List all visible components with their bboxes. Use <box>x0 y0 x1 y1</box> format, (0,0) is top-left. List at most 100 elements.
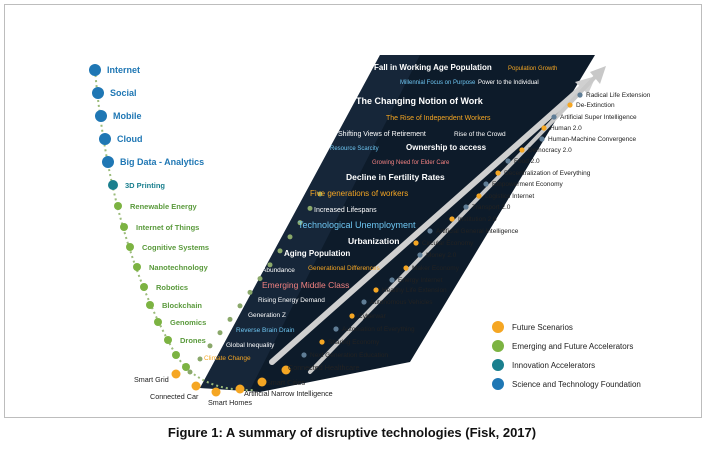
left-curve-label: Mobile <box>113 111 142 121</box>
trend-label: Increased Lifespans <box>314 207 377 214</box>
trend-label: Aging Population <box>284 249 350 258</box>
legend-label: Emerging and Future Accelerators <box>512 342 633 351</box>
right-curve-label: De-Extinction <box>576 102 615 109</box>
bottom-scenario-label: Smart Cities <box>266 378 306 387</box>
legend-dot <box>492 378 504 390</box>
right-curve-label: Automation of Everything <box>342 326 415 333</box>
right-curve-dot <box>389 277 395 283</box>
legend-dot <box>492 340 504 352</box>
left-curve-dot <box>172 351 180 359</box>
left-curve-dot <box>140 283 148 291</box>
left-curve-label: Cloud <box>117 134 143 144</box>
right-curve-dot <box>427 228 433 234</box>
trend-label: Ownership to access <box>406 143 487 152</box>
emerging-curve-dot <box>317 191 323 197</box>
trend-label: Global Inequality <box>226 342 275 349</box>
left-curve-label: Nanotechnology <box>149 263 209 272</box>
future-dot <box>281 365 291 375</box>
emerging-curve-dot <box>277 248 283 254</box>
trend-label: Technological Unemployment <box>298 220 416 230</box>
emerging-curve-dot <box>257 276 263 282</box>
trend-label: The Rise of Independent Workers <box>386 115 491 122</box>
right-curve-dot <box>476 193 482 199</box>
legend-label: Innovation Accelerators <box>512 361 595 370</box>
left-curve-dot <box>114 202 122 210</box>
trend-label: Growing Need for Elder Care <box>372 160 450 166</box>
right-curve-dot <box>349 313 355 319</box>
right-curve-dot <box>495 170 501 176</box>
trend-label: Resource Scarcity <box>330 146 379 152</box>
left-curve-label: Renewable Energy <box>130 202 198 211</box>
emerging-curve-dot <box>187 369 193 375</box>
trend-label: Power to the Individual <box>478 80 539 86</box>
bottom-scenario-label: Connected Car <box>150 392 199 401</box>
emerging-curve-dot <box>207 343 213 349</box>
right-curve-label: Autonomous Vehicles <box>370 299 433 306</box>
right-curve-dot <box>577 92 583 98</box>
trend-label: Climate Change <box>204 355 251 362</box>
trend-label: Generational Differences <box>308 265 381 272</box>
left-curve-label: Drones <box>180 336 206 345</box>
emerging-curve-dot <box>197 356 203 362</box>
right-curve-label: Artificial General Intelligence <box>436 228 519 235</box>
right-curve-label: Healthy Life Extension <box>382 287 447 294</box>
trend-label: Decline in Fertility Rates <box>346 172 445 182</box>
trend-label: Generation Z <box>248 312 286 319</box>
trend-label: Millennial Focus on Purpose <box>400 80 476 86</box>
right-curve-label: Institution 2.0 <box>458 216 497 223</box>
emerging-curve-dot <box>297 220 303 226</box>
right-curve-dot <box>551 114 557 120</box>
right-curve-dot <box>519 147 525 153</box>
right-curve-label: Logistics Internet <box>485 193 534 200</box>
left-curve-dot <box>146 301 154 309</box>
trend-label: Shifting Views of Retirement <box>338 131 426 138</box>
right-arrow-head <box>590 66 606 84</box>
emerging-curve-dot <box>267 262 273 268</box>
trend-label: Abundance <box>262 267 295 274</box>
figure-caption: Figure 1: A summary of disruptive techno… <box>167 425 537 440</box>
left-curve-label: 3D Printing <box>125 181 165 190</box>
right-curve-label: Food 2.0 <box>514 158 540 165</box>
right-curve-dot <box>567 102 573 108</box>
future-dot <box>191 381 201 391</box>
bottom-scenario-label: Artificial Narrow Intelligence <box>244 389 333 398</box>
left-curve-dot <box>95 110 107 122</box>
bottom-scenario-label: Smart Homes <box>208 398 252 407</box>
left-curve-dot <box>120 223 128 231</box>
emerging-curve-dot <box>307 205 313 211</box>
right-curve-dot <box>483 181 489 187</box>
left-curve-dot <box>126 243 134 251</box>
right-curve-label: Empowerment Economy <box>492 181 564 188</box>
left-curve-dot <box>108 180 118 190</box>
bottom-scenario-label: Connected Healthcare <box>288 363 360 372</box>
trend-label: Five generations of workers <box>310 189 408 198</box>
trend-label: Emerging Middle Class <box>262 280 349 290</box>
trend-label: Urbanization <box>348 236 399 246</box>
right-curve-dot <box>417 252 423 258</box>
emerging-curve-dot <box>287 234 293 240</box>
future-dot <box>171 369 181 379</box>
bottom-scenario-label: Smart Grid <box>134 375 169 384</box>
left-curve-dot <box>182 363 190 371</box>
emerging-curve-dot <box>237 303 243 309</box>
emerging-curve-dot <box>217 330 223 336</box>
panel-shade <box>200 55 420 390</box>
right-curve-label: Sharing Economy <box>328 339 380 346</box>
future-dot <box>211 387 221 397</box>
right-curve-label: Radical Life Extension <box>586 92 651 99</box>
right-curve-label: Democracy 2.0 <box>528 147 572 154</box>
right-curve-dot <box>539 136 545 142</box>
right-arrow-shaft <box>308 72 600 374</box>
left-curve-label: Cognitive Systems <box>142 243 209 252</box>
left-curve-dot <box>99 133 111 145</box>
right-curve-label: Human-Machine Convergence <box>548 136 637 143</box>
right-curve-dot <box>333 326 339 332</box>
left-curve-label: Social <box>110 88 137 98</box>
left-curve-dot <box>102 156 114 168</box>
right-curve-label: Next Generation Education <box>310 352 388 359</box>
right-curve-label: Money 2.0 <box>426 252 457 259</box>
emerging-curve-dot <box>247 289 253 295</box>
left-curve-label: Robotics <box>156 283 188 292</box>
right-curve-dot <box>413 240 419 246</box>
